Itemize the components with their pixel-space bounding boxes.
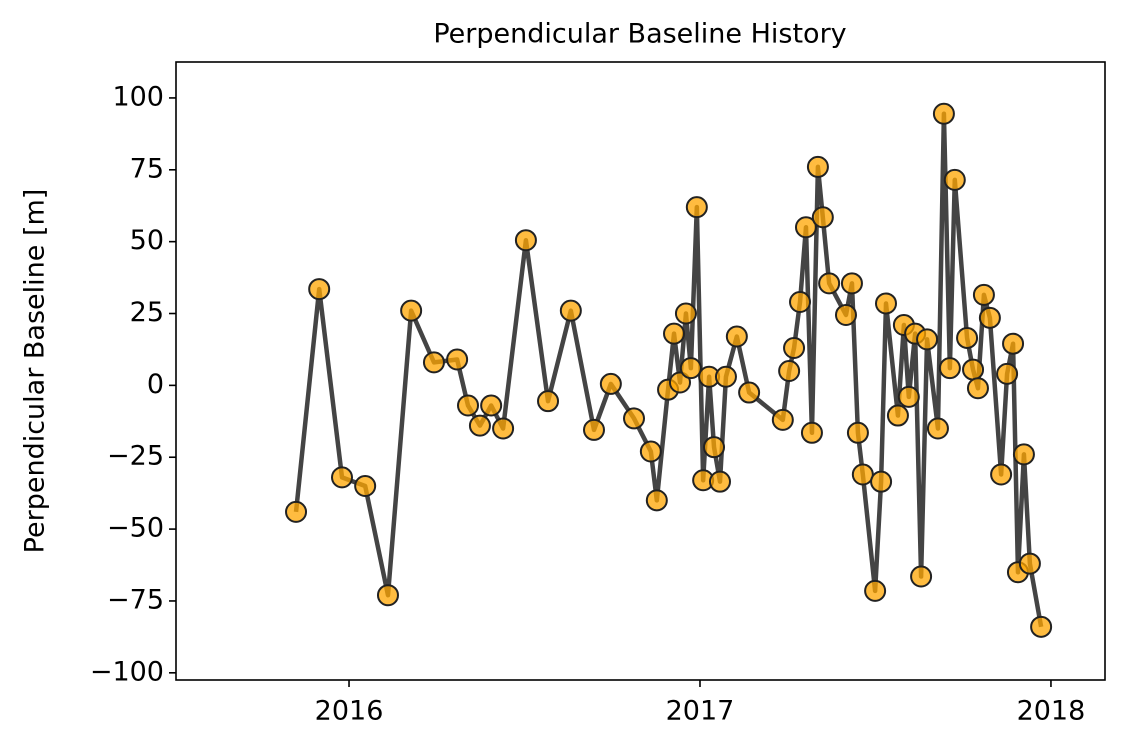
point-marker	[874, 292, 897, 315]
point-marker	[916, 328, 939, 351]
y-tick-label: −50	[107, 513, 164, 544]
point-marker	[446, 348, 469, 371]
point-marker	[308, 278, 331, 301]
y-axis-label: Perpendicular Baseline [m]	[20, 189, 51, 554]
point-marker	[422, 351, 445, 374]
y-tick-label: −75	[107, 584, 164, 615]
point-marker	[639, 440, 662, 463]
point-marker	[864, 579, 887, 602]
y-tick-label: −100	[90, 656, 164, 687]
point-marker	[457, 394, 480, 417]
y-tick-label: 0	[147, 369, 164, 400]
point-marker	[480, 394, 503, 417]
point-marker	[285, 500, 308, 523]
point-marker	[685, 196, 708, 219]
point-marker	[1018, 552, 1041, 575]
point-marker	[926, 417, 949, 440]
point-marker	[559, 299, 582, 322]
y-tick-label: 100	[112, 81, 164, 112]
point-marker	[870, 470, 893, 493]
point-marker	[623, 407, 646, 430]
point-marker	[897, 385, 920, 408]
point-marker	[932, 102, 955, 125]
series-line	[293, 111, 1044, 628]
point-marker	[537, 390, 560, 413]
y-tick-label: 25	[130, 297, 164, 328]
point-marker	[789, 291, 812, 314]
point-marker	[674, 302, 697, 325]
point-marker	[938, 357, 961, 380]
point-marker	[468, 414, 491, 437]
x-tick-label: 2018	[1017, 696, 1086, 727]
point-marker	[834, 303, 857, 326]
y-tick-label: −25	[107, 441, 164, 472]
point-marker	[818, 272, 841, 295]
x-tick-label: 2016	[315, 696, 384, 727]
point-marker	[703, 436, 726, 459]
point-marker	[354, 474, 377, 497]
point-marker	[966, 377, 989, 400]
point-marker	[582, 418, 605, 441]
point-marker	[886, 404, 909, 427]
point-marker	[990, 463, 1013, 486]
point-marker	[910, 565, 933, 588]
point-marker	[725, 325, 748, 348]
point-marker	[738, 381, 761, 404]
point-marker	[1012, 443, 1035, 466]
point-marker	[800, 421, 823, 444]
point-marker	[514, 229, 537, 252]
point-marker	[331, 466, 354, 489]
point-marker	[943, 168, 966, 191]
point-marker	[1002, 332, 1025, 355]
point-marker	[851, 463, 874, 486]
chart-title: Perpendicular Baseline History	[433, 19, 846, 50]
point-marker	[599, 372, 622, 395]
point-marker	[1030, 615, 1053, 638]
x-tick-label: 2017	[666, 696, 735, 727]
point-marker	[771, 408, 794, 431]
point-marker	[840, 272, 863, 295]
point-marker	[668, 371, 691, 394]
point-marker	[708, 470, 731, 493]
point-marker	[806, 155, 829, 178]
point-marker	[846, 421, 869, 444]
point-marker	[783, 337, 806, 360]
point-marker	[679, 357, 702, 380]
point-marker	[492, 417, 515, 440]
point-marker	[956, 326, 979, 349]
point-marker	[996, 362, 1019, 385]
point-marker	[962, 358, 985, 381]
plot-frame	[175, 61, 1106, 681]
point-marker	[663, 322, 686, 345]
y-tick-label: 75	[130, 153, 164, 184]
point-marker	[376, 584, 399, 607]
point-marker	[811, 206, 834, 229]
point-marker	[645, 489, 668, 512]
point-marker	[778, 360, 801, 382]
point-marker	[714, 365, 737, 388]
point-marker	[794, 216, 817, 239]
point-marker	[972, 283, 995, 306]
y-tick-label: 50	[130, 225, 164, 256]
point-marker	[400, 299, 423, 322]
point-marker	[978, 306, 1001, 329]
